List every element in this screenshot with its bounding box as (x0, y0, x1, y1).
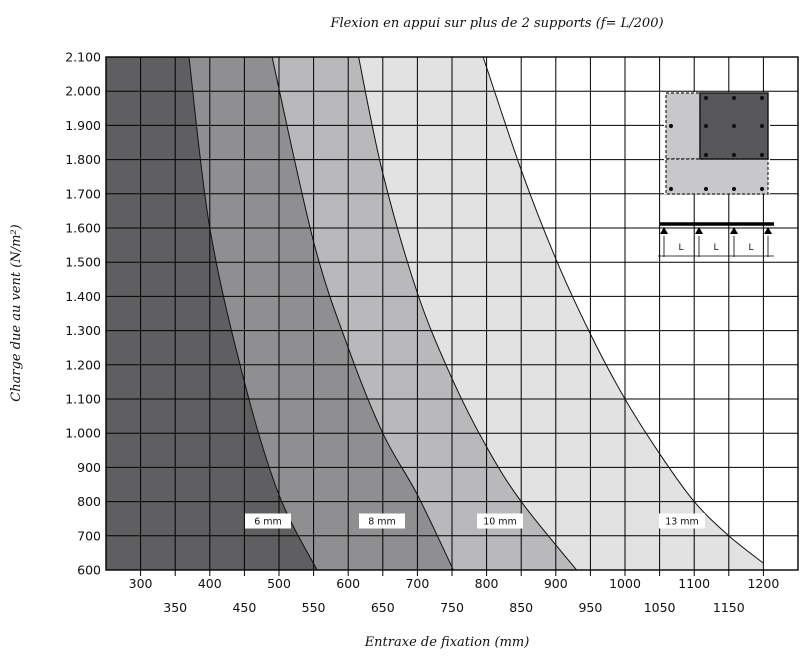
inset-support (695, 227, 703, 234)
band-label-box-3 (659, 513, 705, 529)
band-area-darkest (106, 57, 318, 570)
curve-2 (358, 56, 577, 571)
inset-fixing-dot (703, 123, 709, 129)
inset-support (660, 227, 668, 234)
band-label-3: 13 mm (665, 517, 699, 528)
y-tick-label: 1.600 (65, 221, 101, 236)
y-tick-label: 1.100 (65, 392, 101, 407)
x-tick-label: 1200 (747, 576, 779, 591)
inset-fixing-dot (668, 123, 674, 129)
band-label-box-1 (359, 513, 405, 529)
y-axis-title: Charge due au vent (N/m²) (9, 224, 24, 401)
inset-fixing-dot (759, 95, 765, 101)
inset-span-label: L (678, 243, 683, 253)
y-tick-label: 1.000 (65, 426, 101, 441)
x-tick-label: 650 (371, 600, 395, 615)
curve-1 (271, 56, 454, 571)
inset-support (764, 227, 772, 234)
y-tick-label: 2.000 (65, 84, 101, 99)
x-tick-label: 1000 (609, 576, 641, 591)
x-tick-label: 300 (129, 576, 153, 591)
inset-fixing-dot (668, 186, 674, 192)
inset-fixing-dot (703, 95, 709, 101)
chart-title: Flexion en appui sur plus de 2 supports … (329, 16, 663, 31)
inset-fixing-dot (703, 152, 709, 158)
x-tick-label: 500 (267, 576, 291, 591)
inset-support (730, 227, 738, 234)
curve-lines (188, 56, 764, 571)
y-tick-label: 600 (77, 563, 101, 578)
x-tick-label: 850 (509, 600, 533, 615)
y-tick-label: 1.400 (65, 289, 101, 304)
band-label-0: 6 mm (254, 517, 282, 528)
band-label-2: 10 mm (483, 517, 517, 528)
y-tick-label: 700 (77, 528, 101, 543)
y-tick-label: 1.900 (65, 118, 101, 133)
band-labels: 6 mm 8 mm 10 mm 13 mm (245, 513, 705, 529)
inset-fixing-dot (731, 186, 737, 192)
inset-fixing-dot (759, 186, 765, 192)
x-tick-label: 1100 (678, 576, 710, 591)
x-tick-label: 600 (336, 576, 360, 591)
band-label-box-2 (477, 513, 523, 529)
tick-labels: 600 700 800 900 1.000 1.100 1.200 1.300 1.400 1.5… (65, 50, 779, 616)
inset-fixing-dot (703, 186, 709, 192)
curve-0 (188, 56, 318, 571)
inset-fixing-dot (759, 152, 765, 158)
grid-lines (105, 56, 799, 571)
x-tick-label: 950 (578, 600, 602, 615)
y-tick-label: 1.200 (65, 357, 101, 372)
x-tick-label: 1150 (713, 600, 745, 615)
y-tick-label: 1.500 (65, 255, 101, 270)
y-tick-label: 900 (77, 460, 101, 475)
inset-fixing-dot (731, 95, 737, 101)
inset-panel-bottom (665, 158, 769, 195)
band-label-box-0 (245, 513, 291, 529)
curve-3 (482, 56, 764, 564)
x-tick-label: 1050 (644, 600, 676, 615)
inset-span-label: L (748, 243, 753, 253)
x-tick-label: 700 (405, 576, 429, 591)
x-tick-label: 400 (198, 576, 222, 591)
x-tick-label: 450 (232, 600, 256, 615)
band-label-1: 8 mm (368, 517, 396, 528)
inset-fixing-dot (731, 123, 737, 129)
y-tick-label: 1.800 (65, 152, 101, 167)
inset-span-label: L (713, 243, 718, 253)
x-tick-label: 350 (163, 600, 187, 615)
y-tick-label: 2.100 (65, 50, 101, 65)
x-tick-label: 750 (440, 600, 464, 615)
y-tick-label: 1.700 (65, 186, 101, 201)
x-tick-label: 550 (302, 600, 326, 615)
inset-fixing-dot (731, 152, 737, 158)
inset-fixing-dot (759, 123, 765, 129)
y-tick-label: 1.300 (65, 323, 101, 338)
x-tick-label: 900 (544, 576, 568, 591)
x-tick-label: 800 (475, 576, 499, 591)
y-tick-label: 800 (77, 494, 101, 509)
x-axis-title: Entraxe de fixation (mm) (364, 635, 530, 650)
